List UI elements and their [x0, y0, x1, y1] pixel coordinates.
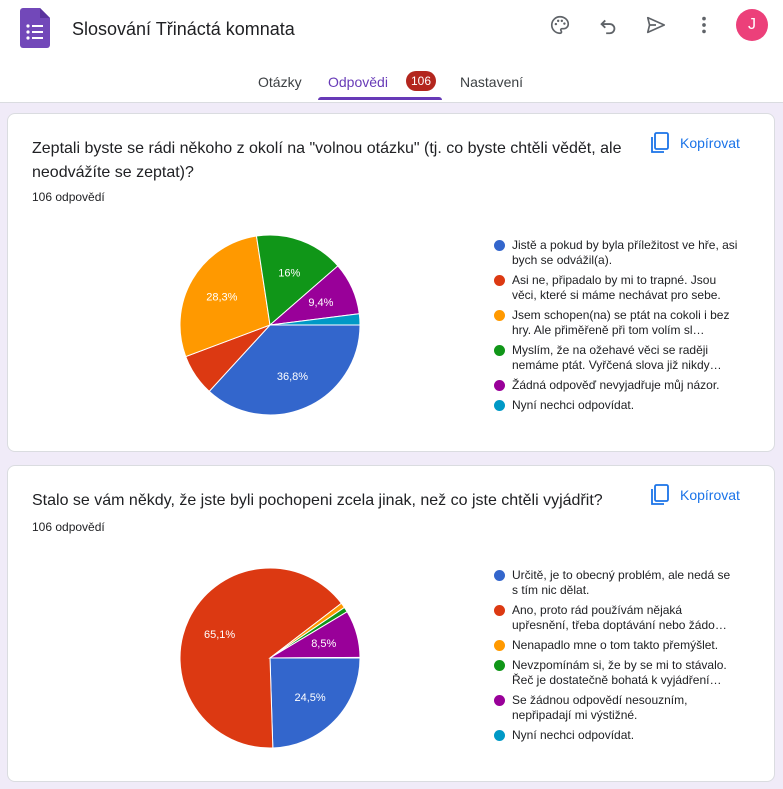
- question-title: Zeptali byste se rádi někoho z okolí na …: [32, 140, 622, 181]
- pie-chart: 36,8% 28,3% 16% 9,4%: [179, 234, 361, 416]
- legend-item[interactable]: Nyní nechci odpovídat.: [494, 398, 739, 413]
- response-count: 106 odpovědí: [32, 190, 105, 204]
- copy-chart-button[interactable]: Kopírovat: [650, 132, 740, 154]
- form-tabs: Otázky Odpovědi 106 Nastavení: [0, 62, 783, 103]
- pie-slice[interactable]: [255, 234, 339, 326]
- legend-label: Myslím, že na ožehavé věci se raději nem…: [512, 343, 722, 372]
- legend-label: Asi ne, připadalo by mi to trapné. Jsou …: [512, 273, 721, 302]
- legend-label: Nyní nechci odpovídat.: [512, 398, 635, 412]
- legend-swatch: [494, 345, 505, 356]
- legend-item[interactable]: Asi ne, připadalo by mi to trapné. Jsou …: [494, 273, 739, 303]
- tab-responses[interactable]: Odpovědi: [328, 74, 388, 90]
- legend-item[interactable]: Jsem schopen(na) se ptát na cokoli i bez…: [494, 308, 739, 338]
- legend-item[interactable]: Jistě a pokud by byla příležitost ve hře…: [494, 238, 739, 268]
- legend-item[interactable]: Ano, proto rád používám nějaká upřesnění…: [494, 603, 739, 633]
- pie-slice[interactable]: [269, 656, 361, 659]
- response-count-badge: 106: [406, 71, 436, 91]
- user-avatar[interactable]: J: [736, 9, 768, 41]
- legend-label: Jistě a pokud by byla příležitost ve hře…: [512, 238, 738, 267]
- forms-app-icon[interactable]: [20, 8, 50, 48]
- slice-label: 8,5%: [311, 638, 336, 650]
- response-count: 106 odpovědí: [32, 520, 105, 534]
- legend-label: Nevzpomínám si, že by se mi to stávalo. …: [512, 658, 727, 687]
- legend-label: Nenapadlo mne o tom takto přemýšlet.: [512, 638, 719, 652]
- legend-item[interactable]: Nevzpomínám si, že by se mi to stávalo. …: [494, 658, 739, 688]
- chart-legend: Jistě a pokud by byla příležitost ve hře…: [494, 238, 739, 418]
- copy-label: Kopírovat: [680, 135, 740, 151]
- legend-label: Se žádnou odpovědí nesouzním, nepřipadaj…: [512, 693, 688, 722]
- legend-swatch: [494, 660, 505, 671]
- legend-swatch: [494, 640, 505, 651]
- legend-item[interactable]: Myslím, že na ožehavé věci se raději nem…: [494, 343, 739, 373]
- slice-label: 36,8%: [277, 371, 308, 383]
- pie-chart: 24,5% 65,1% 8,5%: [179, 567, 361, 749]
- copy-icon: [651, 484, 669, 505]
- slice-label: 9,4%: [308, 297, 333, 309]
- active-tab-indicator: [318, 97, 442, 100]
- more-options-icon[interactable]: [691, 12, 717, 38]
- pie-slice[interactable]: [179, 567, 343, 749]
- pie-slice[interactable]: [179, 235, 271, 358]
- legend-label: Žádná odpověď nevyjadřuje můj názor.: [512, 378, 720, 392]
- legend-label: Jsem schopen(na) se ptát na cokoli i bez…: [512, 308, 730, 337]
- legend-label: Nyní nechci odpovídat.: [512, 728, 635, 742]
- legend-swatch: [494, 310, 505, 321]
- send-icon[interactable]: [643, 12, 669, 38]
- question-title: Stalo se vám někdy, že jste byli pochope…: [32, 492, 603, 509]
- legend-item[interactable]: Se žádnou odpovědí nesouzním, nepřipadaj…: [494, 693, 739, 723]
- legend-item[interactable]: Nyní nechci odpovídat.: [494, 728, 739, 743]
- chart-legend: Určitě, je to obecný problém, ale nedá s…: [494, 568, 739, 748]
- legend-label: Ano, proto rád používám nějaká upřesnění…: [512, 603, 727, 632]
- slice-label: 24,5%: [294, 692, 325, 704]
- undo-icon[interactable]: [595, 12, 621, 38]
- legend-swatch: [494, 605, 505, 616]
- question-summary-card: Zeptali byste se rádi někoho z okolí na …: [7, 113, 775, 452]
- slice-label: 16%: [278, 268, 300, 280]
- legend-swatch: [494, 380, 505, 391]
- copy-label: Kopírovat: [680, 487, 740, 503]
- legend-swatch: [494, 730, 505, 741]
- legend-swatch: [494, 240, 505, 251]
- pie-slice[interactable]: [269, 313, 361, 326]
- legend-swatch: [494, 275, 505, 286]
- copy-icon: [651, 132, 669, 153]
- question-summary-card: Stalo se vám někdy, že jste byli pochope…: [7, 465, 775, 782]
- legend-swatch: [494, 570, 505, 581]
- pie-slice[interactable]: [208, 324, 361, 416]
- pie-slice[interactable]: [269, 657, 361, 749]
- app-header: Slosování Třináctá komnata J Otázky Odpo…: [0, 0, 783, 103]
- tab-questions[interactable]: Otázky: [258, 74, 302, 90]
- legend-item[interactable]: Nenapadlo mne o tom takto přemýšlet.: [494, 638, 739, 653]
- legend-swatch: [494, 400, 505, 411]
- legend-label: Určitě, je to obecný problém, ale nedá s…: [512, 568, 731, 597]
- legend-item[interactable]: Určitě, je to obecný problém, ale nedá s…: [494, 568, 739, 598]
- document-title[interactable]: Slosování Třináctá komnata: [72, 19, 295, 39]
- tab-settings[interactable]: Nastavení: [460, 74, 524, 90]
- copy-chart-button[interactable]: Kopírovat: [650, 484, 740, 506]
- legend-item[interactable]: Žádná odpověď nevyjadřuje můj názor.: [494, 378, 739, 393]
- slice-label: 65,1%: [204, 629, 235, 641]
- palette-icon[interactable]: [547, 12, 573, 38]
- slice-label: 28,3%: [206, 292, 237, 304]
- legend-swatch: [494, 695, 505, 706]
